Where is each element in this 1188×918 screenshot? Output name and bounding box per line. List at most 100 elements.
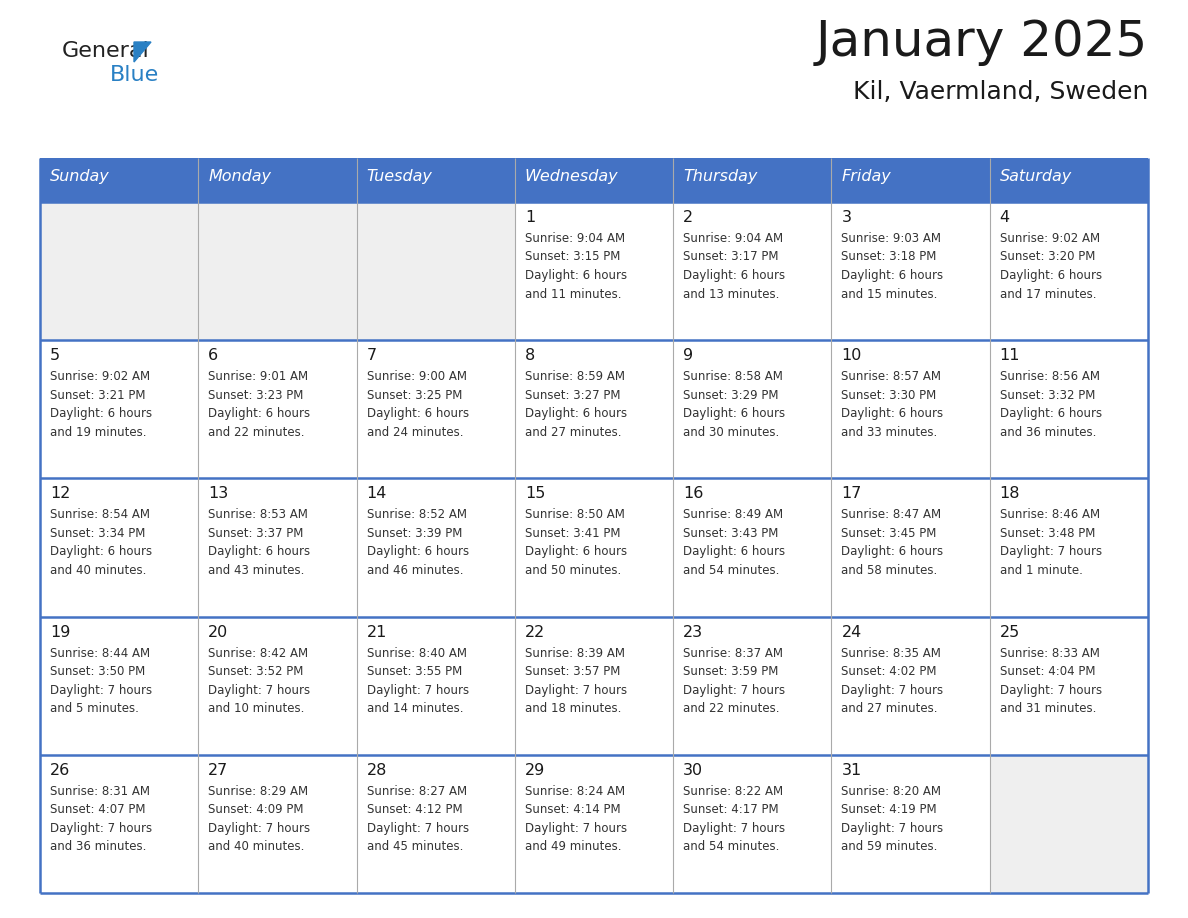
Text: and 30 minutes.: and 30 minutes.: [683, 426, 779, 439]
Text: Daylight: 6 hours: Daylight: 6 hours: [367, 545, 469, 558]
Text: 16: 16: [683, 487, 703, 501]
Text: and 14 minutes.: and 14 minutes.: [367, 702, 463, 715]
Bar: [674, 158, 832, 202]
Text: Sunday: Sunday: [50, 169, 109, 184]
Text: Thursday: Thursday: [683, 169, 758, 184]
Text: Daylight: 6 hours: Daylight: 6 hours: [525, 269, 627, 282]
Text: Daylight: 6 hours: Daylight: 6 hours: [841, 545, 943, 558]
Text: Tuesday: Tuesday: [367, 169, 432, 184]
Text: 20: 20: [208, 624, 228, 640]
Text: 17: 17: [841, 487, 861, 501]
Bar: [198, 341, 356, 478]
Text: Daylight: 6 hours: Daylight: 6 hours: [50, 545, 152, 558]
Text: and 49 minutes.: and 49 minutes.: [525, 840, 621, 854]
Text: Sunset: 3:17 PM: Sunset: 3:17 PM: [683, 251, 778, 263]
Text: Sunset: 3:57 PM: Sunset: 3:57 PM: [525, 666, 620, 678]
Bar: [514, 617, 674, 755]
Text: Sunset: 4:12 PM: Sunset: 4:12 PM: [367, 803, 462, 816]
Text: 7: 7: [367, 348, 377, 364]
Text: Daylight: 7 hours: Daylight: 7 hours: [525, 684, 627, 697]
Text: and 31 minutes.: and 31 minutes.: [1000, 702, 1097, 715]
Bar: [674, 755, 832, 893]
Bar: [990, 617, 1148, 755]
Text: Friday: Friday: [841, 169, 891, 184]
Text: Sunrise: 8:54 AM: Sunrise: 8:54 AM: [50, 509, 150, 521]
Bar: [514, 158, 674, 202]
Text: Sunrise: 8:42 AM: Sunrise: 8:42 AM: [208, 646, 309, 660]
Text: Sunrise: 8:56 AM: Sunrise: 8:56 AM: [1000, 370, 1100, 383]
Text: 25: 25: [1000, 624, 1020, 640]
Text: Sunset: 3:29 PM: Sunset: 3:29 PM: [683, 388, 778, 402]
Text: and 27 minutes.: and 27 minutes.: [525, 426, 621, 439]
Text: 6: 6: [208, 348, 219, 364]
Text: Sunrise: 8:50 AM: Sunrise: 8:50 AM: [525, 509, 625, 521]
Bar: [356, 341, 514, 478]
Text: Daylight: 7 hours: Daylight: 7 hours: [1000, 545, 1101, 558]
Text: 31: 31: [841, 763, 861, 778]
Text: Daylight: 7 hours: Daylight: 7 hours: [525, 822, 627, 834]
Text: Daylight: 6 hours: Daylight: 6 hours: [841, 408, 943, 420]
Bar: [40, 202, 198, 341]
Text: and 58 minutes.: and 58 minutes.: [841, 564, 937, 577]
Bar: [40, 158, 198, 202]
Text: Sunset: 3:41 PM: Sunset: 3:41 PM: [525, 527, 620, 540]
Bar: [514, 755, 674, 893]
Text: Sunrise: 8:33 AM: Sunrise: 8:33 AM: [1000, 646, 1100, 660]
Text: 9: 9: [683, 348, 694, 364]
Bar: [832, 341, 990, 478]
Text: and 46 minutes.: and 46 minutes.: [367, 564, 463, 577]
Bar: [356, 202, 514, 341]
Text: and 17 minutes.: and 17 minutes.: [1000, 287, 1097, 300]
Text: Sunrise: 8:22 AM: Sunrise: 8:22 AM: [683, 785, 783, 798]
Text: Sunrise: 9:02 AM: Sunrise: 9:02 AM: [50, 370, 150, 383]
Text: and 10 minutes.: and 10 minutes.: [208, 702, 304, 715]
Text: and 24 minutes.: and 24 minutes.: [367, 426, 463, 439]
Text: Daylight: 7 hours: Daylight: 7 hours: [50, 684, 152, 697]
Bar: [990, 341, 1148, 478]
Text: Sunrise: 8:20 AM: Sunrise: 8:20 AM: [841, 785, 941, 798]
Text: Sunset: 3:50 PM: Sunset: 3:50 PM: [50, 666, 145, 678]
Polygon shape: [134, 42, 151, 62]
Bar: [198, 478, 356, 617]
Text: 18: 18: [1000, 487, 1020, 501]
Text: Sunrise: 8:24 AM: Sunrise: 8:24 AM: [525, 785, 625, 798]
Bar: [356, 617, 514, 755]
Text: Sunrise: 9:04 AM: Sunrise: 9:04 AM: [683, 232, 783, 245]
Text: General: General: [62, 41, 150, 61]
Bar: [990, 158, 1148, 202]
Text: 12: 12: [50, 487, 70, 501]
Text: Sunset: 3:27 PM: Sunset: 3:27 PM: [525, 388, 620, 402]
Text: Sunset: 3:21 PM: Sunset: 3:21 PM: [50, 388, 145, 402]
Text: 15: 15: [525, 487, 545, 501]
Text: 21: 21: [367, 624, 387, 640]
Text: 13: 13: [208, 487, 228, 501]
Text: Sunset: 4:09 PM: Sunset: 4:09 PM: [208, 803, 304, 816]
Text: Daylight: 6 hours: Daylight: 6 hours: [525, 545, 627, 558]
Text: Sunset: 3:30 PM: Sunset: 3:30 PM: [841, 388, 936, 402]
Text: and 50 minutes.: and 50 minutes.: [525, 564, 621, 577]
Text: Sunrise: 8:39 AM: Sunrise: 8:39 AM: [525, 646, 625, 660]
Text: Monday: Monday: [208, 169, 271, 184]
Text: Daylight: 6 hours: Daylight: 6 hours: [841, 269, 943, 282]
Bar: [832, 158, 990, 202]
Bar: [674, 202, 832, 341]
Text: Sunset: 3:37 PM: Sunset: 3:37 PM: [208, 527, 304, 540]
Text: and 15 minutes.: and 15 minutes.: [841, 287, 937, 300]
Text: Kil, Vaermland, Sweden: Kil, Vaermland, Sweden: [853, 80, 1148, 104]
Text: Sunset: 4:02 PM: Sunset: 4:02 PM: [841, 666, 937, 678]
Text: Sunrise: 9:00 AM: Sunrise: 9:00 AM: [367, 370, 467, 383]
Text: and 22 minutes.: and 22 minutes.: [208, 426, 305, 439]
Text: Sunset: 3:25 PM: Sunset: 3:25 PM: [367, 388, 462, 402]
Text: Sunrise: 8:57 AM: Sunrise: 8:57 AM: [841, 370, 941, 383]
Text: Sunset: 3:20 PM: Sunset: 3:20 PM: [1000, 251, 1095, 263]
Text: 1: 1: [525, 210, 535, 225]
Text: and 40 minutes.: and 40 minutes.: [50, 564, 146, 577]
Bar: [40, 478, 198, 617]
Text: and 22 minutes.: and 22 minutes.: [683, 702, 779, 715]
Bar: [198, 158, 356, 202]
Text: Sunrise: 8:35 AM: Sunrise: 8:35 AM: [841, 646, 941, 660]
Text: Sunset: 3:48 PM: Sunset: 3:48 PM: [1000, 527, 1095, 540]
Text: 23: 23: [683, 624, 703, 640]
Text: 28: 28: [367, 763, 387, 778]
Bar: [40, 617, 198, 755]
